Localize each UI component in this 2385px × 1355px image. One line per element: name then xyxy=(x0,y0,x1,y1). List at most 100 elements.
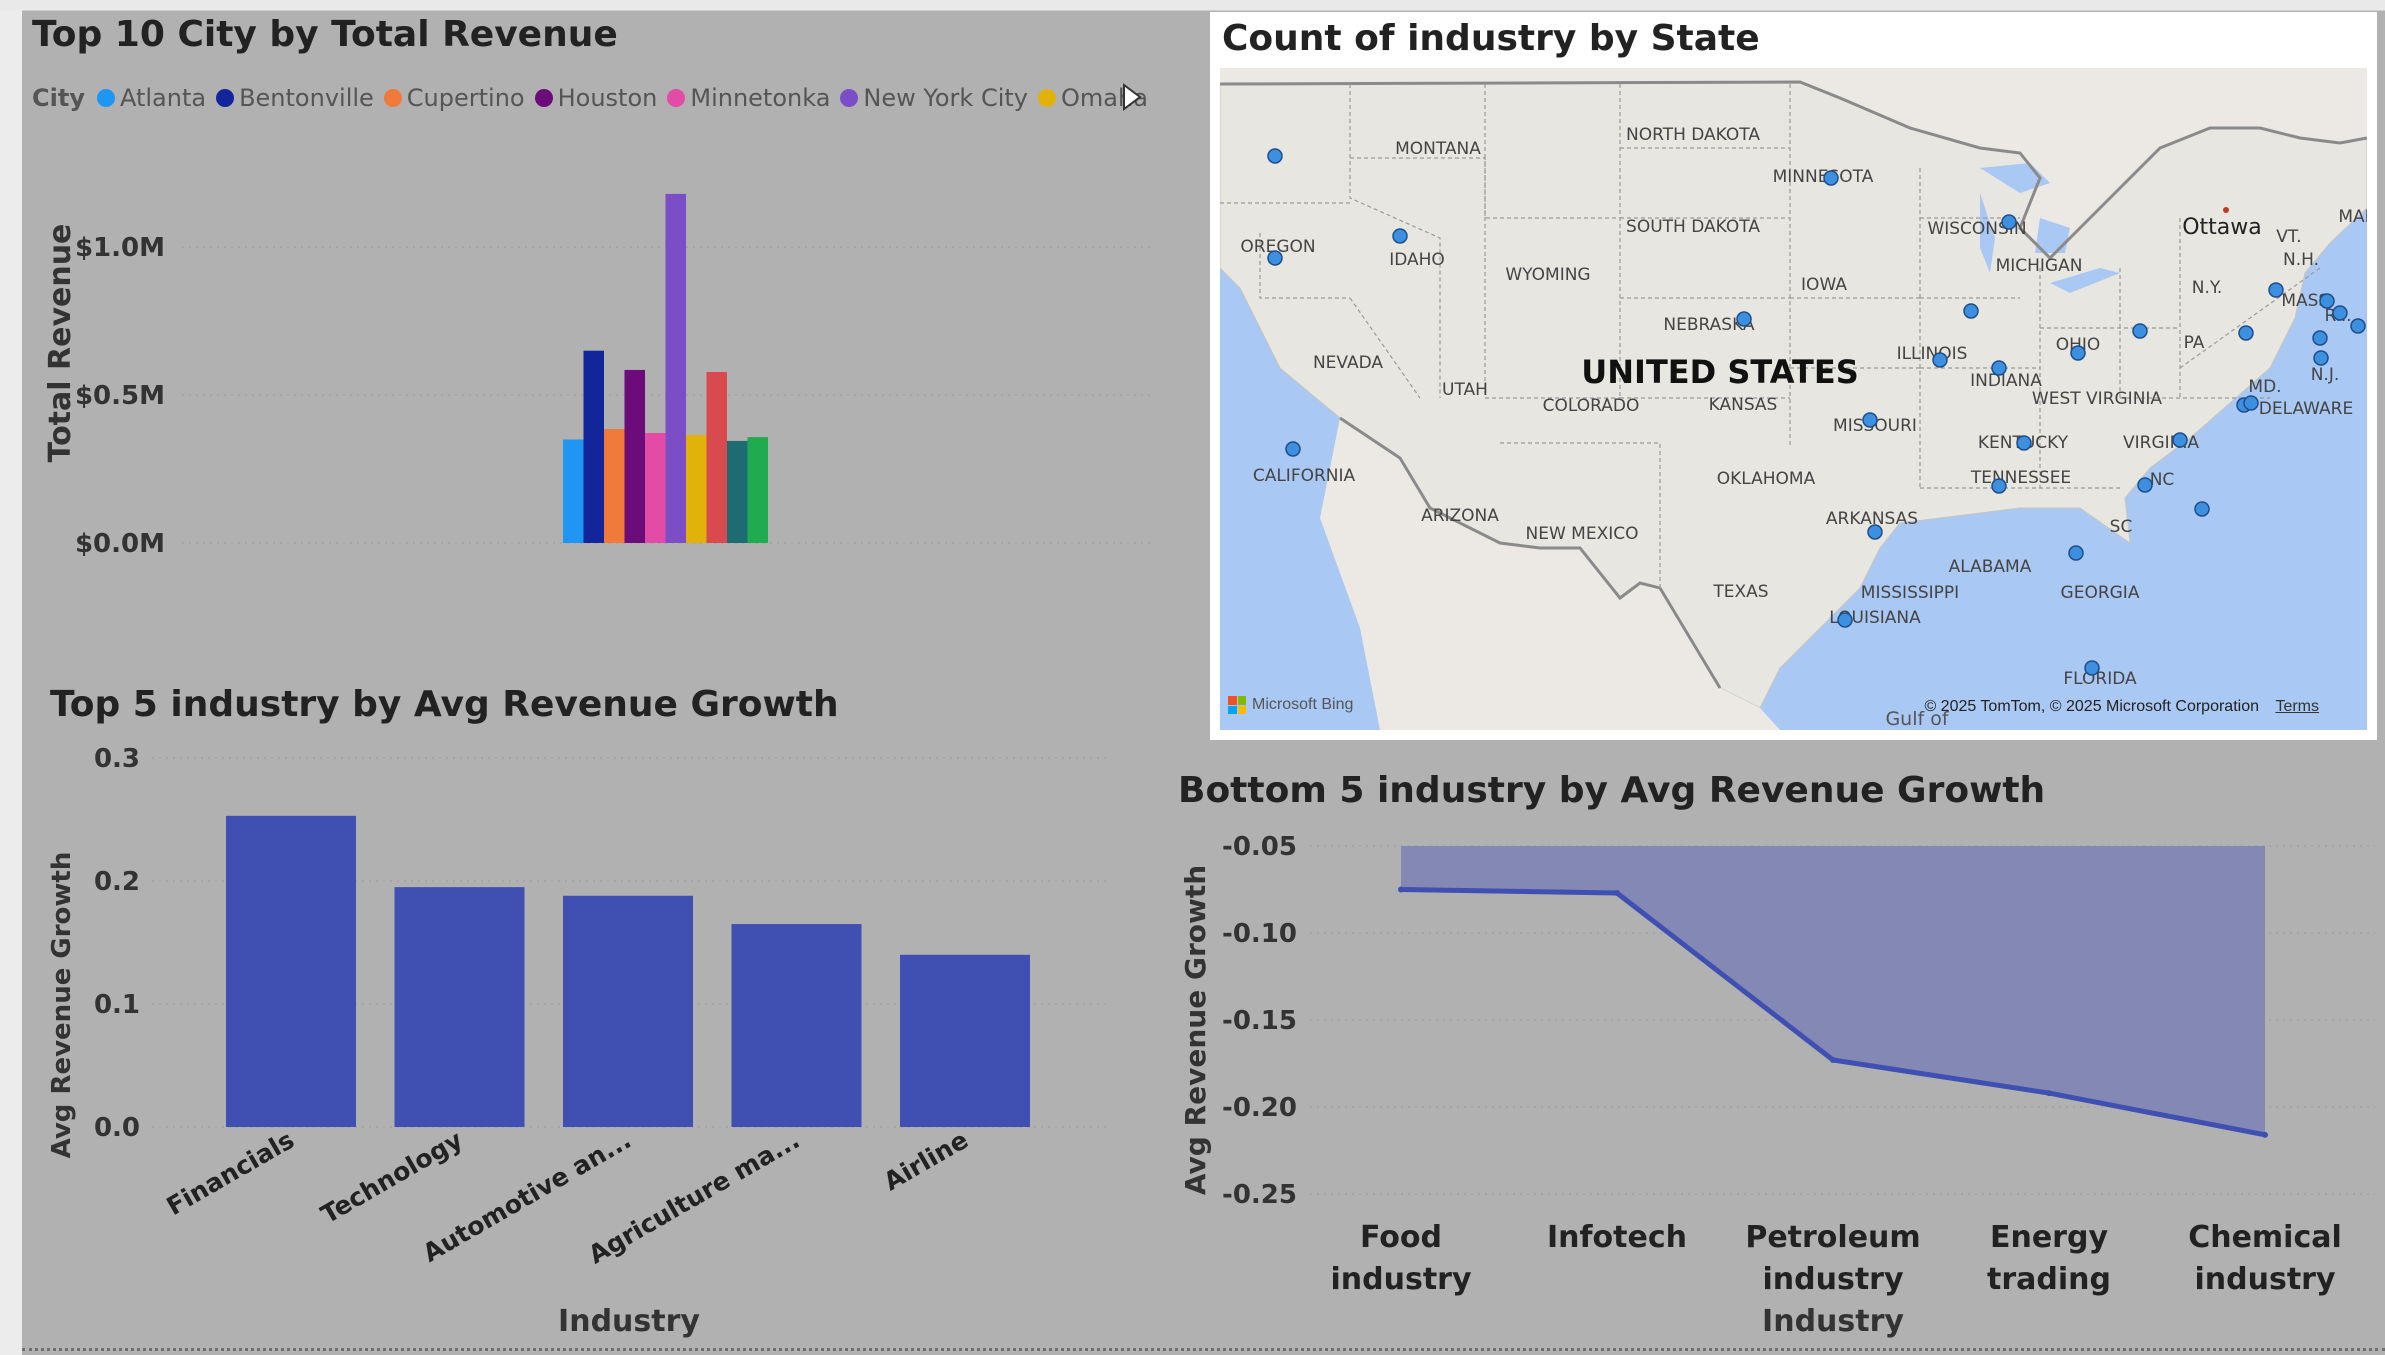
data-point-food-industry[interactable] xyxy=(1398,886,1404,893)
y-axis-title: Avg Revenue Growth xyxy=(1179,865,1212,1195)
state-border xyxy=(1484,258,1620,399)
map-bubble[interactable] xyxy=(1736,311,1752,327)
industry-bar-airline[interactable] xyxy=(900,954,1030,1127)
map-bubble[interactable] xyxy=(1392,228,1408,244)
revenue-bar-cupertino[interactable] xyxy=(604,429,625,543)
y-tick-label: $0.0M xyxy=(75,529,165,559)
map-bubble[interactable] xyxy=(1963,303,1979,319)
state-label-iowa: IOWA xyxy=(1801,275,1847,295)
y-tick-label: $0.5M xyxy=(75,381,165,411)
map-bubble[interactable] xyxy=(1267,148,1283,164)
map-bubble[interactable] xyxy=(2137,477,2153,493)
legend-item-cupertino[interactable]: Cupertino xyxy=(383,84,525,112)
revenue-bar-bentonville[interactable] xyxy=(583,350,605,543)
state-border xyxy=(1259,233,1350,299)
map-bubble[interactable] xyxy=(2016,435,2032,451)
state-label-vt: VT. xyxy=(2276,227,2301,247)
state-label-md: MD. xyxy=(2248,377,2281,397)
map-copyright: © 2025 TomTom, © 2025 Microsoft Corporat… xyxy=(1924,698,2319,716)
map-bubble[interactable] xyxy=(2070,345,2086,361)
state-label-minnesota: MINNESOTA xyxy=(1773,167,1874,187)
legend-item-bentonville[interactable]: Bentonville xyxy=(216,84,374,112)
legend-label: Minnetonka xyxy=(690,84,831,112)
map-bubble[interactable] xyxy=(2132,323,2148,339)
map-bubble[interactable] xyxy=(1991,478,2007,494)
bottom5-industry-chart: -0.25 -0.20 -0.15 -0.10 -0.05 Avg Revenue Gro… xyxy=(1179,832,2375,1339)
data-point-chemical-industry[interactable] xyxy=(2262,1131,2268,1138)
state-label-wyoming: WYOMING xyxy=(1505,265,1590,285)
state-border xyxy=(1350,157,1620,219)
top5-chart-title: Top 5 industry by Avg Revenue Growth xyxy=(50,684,839,725)
map-bubble[interactable] xyxy=(1867,524,1883,540)
mexico-land xyxy=(1320,418,1780,730)
state-label-n-j: N.J. xyxy=(2311,365,2340,385)
legend-item-new-york-city[interactable]: New York City xyxy=(840,84,1028,112)
industry-bar-financials[interactable] xyxy=(226,815,356,1127)
legend-next-arrow-icon[interactable] xyxy=(1120,82,1144,112)
us-map[interactable]: MONTANA NORTH DAKOTA MINNESOTA OREGON IDAHO S… xyxy=(1220,68,2367,730)
y-tick-label: -0.10 xyxy=(1222,919,1297,949)
map-bubble[interactable] xyxy=(2319,293,2335,309)
map-bubble[interactable] xyxy=(1837,612,1853,628)
map-bubble[interactable] xyxy=(2001,214,2017,230)
state-border xyxy=(1349,84,1441,398)
y-tick-label: -0.25 xyxy=(1222,1180,1297,1210)
revenue-bar-new-york-city[interactable] xyxy=(665,193,687,543)
gulf-label: Gulf of xyxy=(1885,708,1949,730)
terms-link[interactable]: Terms xyxy=(2275,698,2319,715)
state-label-new-mexico: NEW MEXICO xyxy=(1526,524,1639,544)
data-point-petroleum-industry[interactable] xyxy=(1830,1057,1836,1064)
map-bubble[interactable] xyxy=(2068,545,2084,561)
legend-item-houston[interactable]: Houston xyxy=(534,84,657,112)
map-bubble[interactable] xyxy=(2172,432,2188,448)
revenue-bar-houston[interactable] xyxy=(624,369,646,543)
map-bubble[interactable] xyxy=(1932,352,1948,368)
map-bubble[interactable] xyxy=(1991,360,2007,376)
map-bubble[interactable] xyxy=(1862,412,1878,428)
capital-label: Ottawa xyxy=(2182,215,2262,240)
map-bubble[interactable] xyxy=(1267,250,1283,266)
state-label-oklahoma: OKLAHOMA xyxy=(1717,469,1816,489)
revenue-bar-minnetonka[interactable] xyxy=(645,432,666,543)
revenue-bar-8[interactable] xyxy=(706,372,728,543)
country-label: UNITED STATES xyxy=(1581,353,1858,391)
revenue-bar-atlanta[interactable] xyxy=(563,439,584,543)
legend-dot xyxy=(96,89,115,107)
legend-item-minnetonka[interactable]: Minnetonka xyxy=(667,84,830,112)
industry-bar-agriculture-ma[interactable] xyxy=(731,924,862,1127)
state-label-missouri: MISSOURI xyxy=(1833,416,1917,436)
y-tick-label: $1.0M xyxy=(75,233,165,263)
state-label-montana: MONTANA xyxy=(1395,139,1481,159)
revenue-bar-9[interactable] xyxy=(727,440,748,543)
map-bubble[interactable] xyxy=(1823,170,1839,186)
map-bubble[interactable] xyxy=(2084,660,2100,676)
state-label-georgia: GEORGIA xyxy=(2061,583,2140,603)
canada-land xyxy=(1220,68,2367,258)
city-legend: City Atlanta Bentonville Cupertino Houston M… xyxy=(32,80,1158,116)
state-border xyxy=(2179,267,2321,369)
microsoft-logo-icon xyxy=(1228,696,1246,714)
y-tick-label: 0.2 xyxy=(94,867,140,897)
map-bubble[interactable] xyxy=(2312,330,2328,346)
map-bubble[interactable] xyxy=(2243,395,2259,411)
map-panel: Count of industry by State MONTANA NORTH … xyxy=(1210,12,2377,740)
map-bubble[interactable] xyxy=(2313,350,2329,366)
y-tick-label: 0.3 xyxy=(94,744,140,774)
data-point-infotech[interactable] xyxy=(1614,889,1620,896)
map-bubble[interactable] xyxy=(2350,318,2366,334)
revenue-bar-10[interactable] xyxy=(747,437,769,543)
map-bubble[interactable] xyxy=(2194,501,2210,517)
legend-item-atlanta[interactable]: Atlanta xyxy=(96,84,206,112)
map-bubble[interactable] xyxy=(1285,441,1301,457)
data-point-energy-trading[interactable] xyxy=(2046,1090,2052,1097)
industry-bar-technology[interactable] xyxy=(394,887,525,1127)
map-bubble[interactable] xyxy=(2238,325,2254,341)
state-label-idaho: IDAHO xyxy=(1389,250,1445,270)
industry-bar-automotive-an[interactable] xyxy=(563,895,693,1127)
state-label-nebraska: NEBRASKA xyxy=(1663,315,1755,335)
map-bubble[interactable] xyxy=(2268,282,2284,298)
map-bubble[interactable] xyxy=(2332,305,2348,321)
y-tick-label: -0.05 xyxy=(1222,832,1297,862)
state-label-michigan: MICHIGAN xyxy=(1996,256,2083,276)
revenue-bar-omaha[interactable] xyxy=(686,435,707,543)
